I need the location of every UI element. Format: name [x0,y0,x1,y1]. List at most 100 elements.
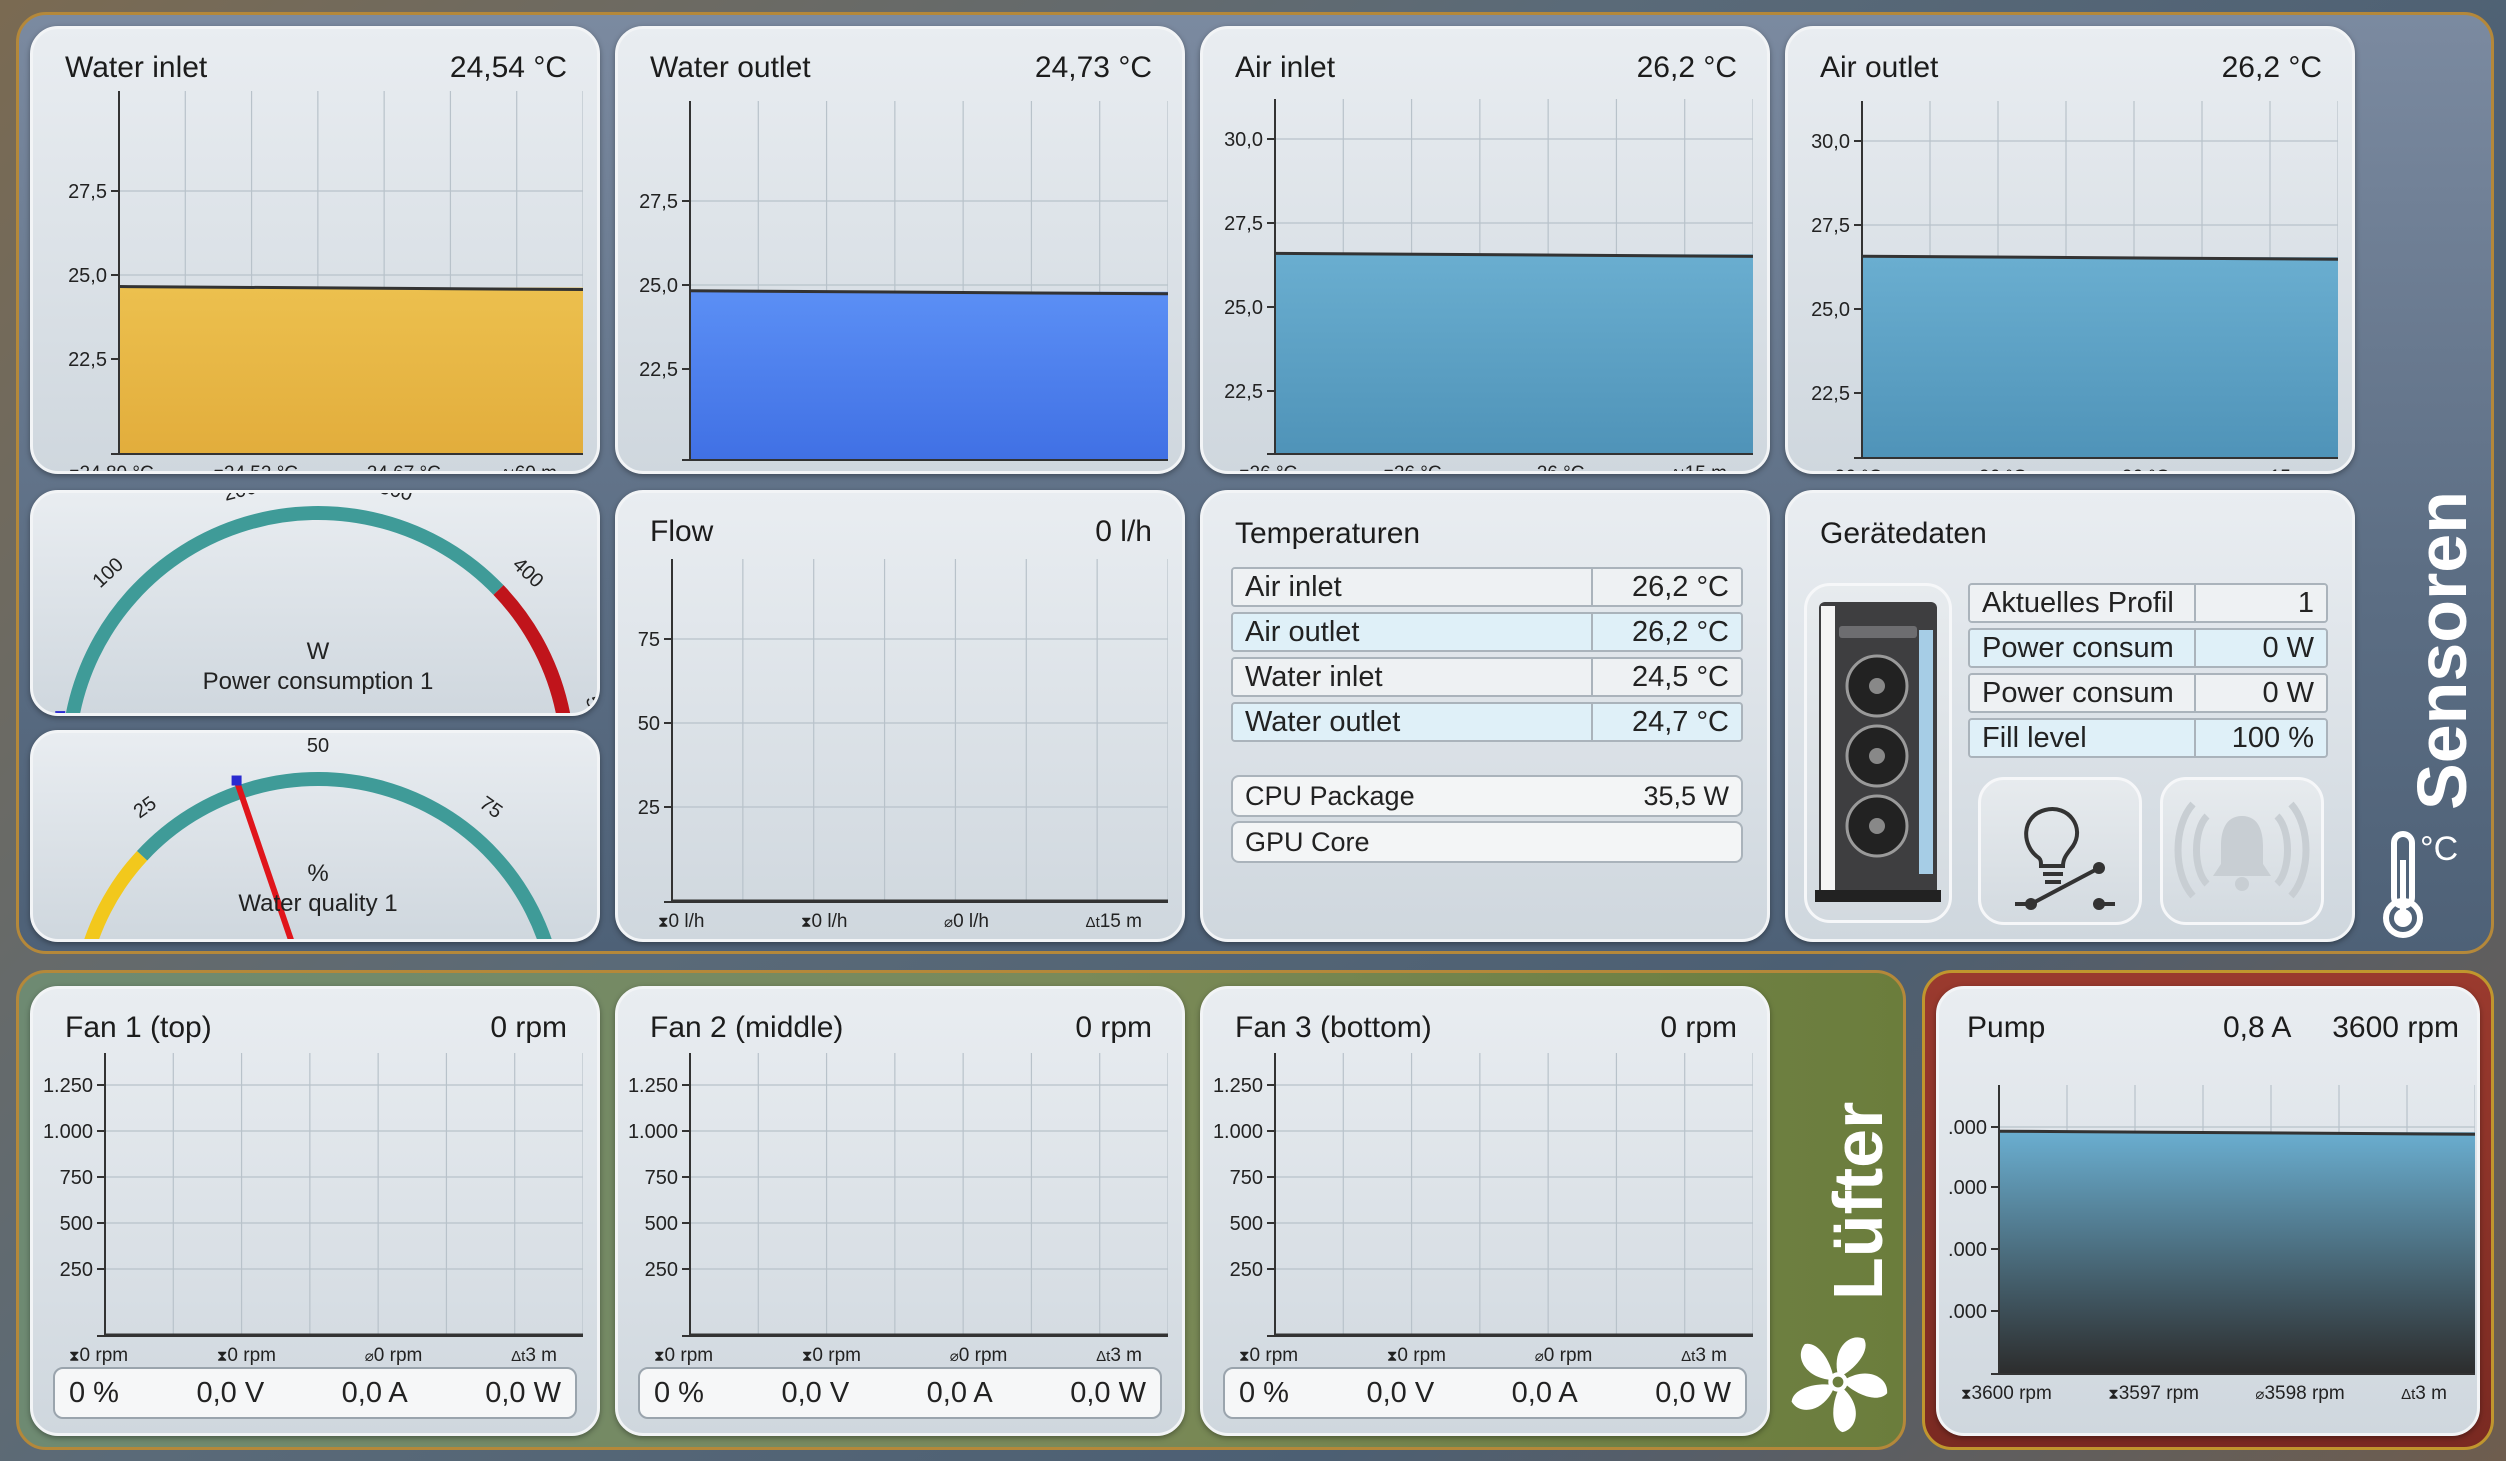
device-row-value: 100 % [2196,720,2326,756]
device-icon [1815,602,1941,902]
y-tick-label: 22,5 [1224,381,1263,403]
fan-icon [1791,1337,1888,1433]
device-row: Power consum 0 W [1968,673,2328,713]
stat-avg: ⌀ 0 rpm [365,1345,423,1367]
air-inlet-panel[interactable]: Air inlet 26,2 °C 30,0 27,5 25,0 22,5 ⧗ 26 °… [1200,26,1770,474]
stat-value: 3 m [525,1345,557,1366]
stat-glyph: Δt [2256,470,2270,471]
stat-value: 0 l/h [668,911,705,932]
panel-title: Air outlet [1820,51,1939,84]
stat-min: ⧗ 24,52 °C [213,463,299,474]
stat-value: 0 l/h [811,911,848,932]
fan-2-panel[interactable]: Fan 2 (middle) 0 rpm 0 % 0,0 V 0,0 A 0,0… [615,986,1185,1436]
gauge-tick-label: 0 [33,704,52,716]
fan-current: 0,0 A [926,1376,993,1409]
stat-glyph: ⧗ [216,1348,228,1365]
water-outlet-panel[interactable]: Water outlet 24,73 °C 27,5 25,0 22,5 ⧗ 25 °… [615,26,1185,474]
chart-area [690,291,1168,461]
light-switch-icon [2015,807,2115,910]
panel-value: 0 rpm [1660,1011,1737,1044]
fan-power: 0,0 W [1655,1376,1731,1409]
panel-value: 26,2 °C [1636,51,1737,84]
y-tick-label: 1.250 [43,1075,93,1097]
stat-value: 24,80 °C [79,463,154,474]
gauge-unit: % [307,860,328,887]
sensor-box-value: 35,5 W [1643,781,1729,811]
pump-panel[interactable]: Pump 0,8 A 3600 rpm 4.000 3.000 2.000 1.000… [1936,986,2480,1436]
stat-range: Δt 3 m [511,1345,557,1367]
fan-3-panel[interactable]: Fan 3 (bottom) 0 rpm 0 % 0,0 V 0,0 A 0,0… [1200,986,1770,1436]
fan-voltage: 0,0 V [196,1376,265,1409]
gauge-arc [493,585,571,713]
stat-value: 15 m [2270,467,2312,471]
y-tick-label: 1.000 [1949,1301,1987,1323]
quality-gauge-panel[interactable]: 0255075100%Water quality 1 [30,730,600,942]
stat-max: ⧗ 26 °C [1824,467,1883,471]
y-tick-label: 750 [645,1167,678,1189]
stat-value: 0 rpm [373,1345,423,1366]
gauge-needle-cap [55,711,66,713]
gauge-needle-cap [231,775,242,786]
series-line [1861,254,2338,261]
power-gauge-panel[interactable]: 0 100 200 300 400 500 W Power consumption 1 [30,490,600,716]
panel-title: Air inlet [1235,51,1336,84]
stat-min: ⧗ 0 rpm [1387,1345,1446,1367]
gauge-tick-label: 500 [581,693,600,716]
device-row: Power consum 0 W [1968,628,2328,668]
fan-1-panel[interactable]: Fan 1 (top) 0 rpm 0 % 0,0 V 0,0 A 0,0 W … [30,986,600,1436]
stat-avg: ⌀ 0 rpm [1535,1345,1593,1367]
alarm-button[interactable] [2160,777,2324,925]
device-panel[interactable]: Gerätedaten [1785,490,2355,942]
temp-row: Water inlet 24,5 °C [1231,657,1743,697]
stat-glyph: ⧗ [654,1348,665,1365]
water-inlet-panel[interactable]: Water inlet 24,54 °C 27,5 25,0 22,5 ⧗ 24,80… [30,26,600,474]
stat-glyph: ⧗ [654,472,665,474]
stat-value: 3598 rpm [2264,1383,2345,1404]
chart-plot: 27,5 25,0 22,5 [43,91,583,455]
stat-glyph: Δt [1671,466,1685,471]
gauge-tick-label: 100 [89,554,128,593]
stat-glyph: ⌀ [949,1348,959,1365]
y-tick-label: 1.250 [1213,1075,1263,1097]
gauge-tick-label: 75 [475,792,506,823]
chart-plot: 30,0 27,5 25,0 22,5 [1798,101,2338,459]
sensors-section-label: Sensoren [2403,491,2481,810]
stat-max: ⧗ 26 °C [1239,463,1297,471]
gauge-arc [65,506,504,713]
air-outlet-panel[interactable]: Air outlet 26,2 °C 30,0 27,5 25,0 22,5 ⧗ 26 … [1785,26,2355,474]
fan-readout-bar: 0 % 0,0 V 0,0 A 0,0 W [1223,1367,1747,1419]
panel-title: Gerätedaten [1820,517,1987,550]
y-tick-label: 30,0 [1811,131,1850,153]
chart-area [1862,257,2338,459]
flow-panel[interactable]: Flow 0 l/h 75 50 25 ⧗ 0 l/h ⧗ 0 l/h ⌀ 0 l/h Δt… [615,490,1185,942]
stat-glyph: ⌀ [364,1348,374,1365]
stat-value: 3 m [2415,1383,2447,1404]
y-tick-label: 25,0 [639,275,678,297]
y-tick-label: 500 [1230,1213,1263,1235]
stat-value: 24,52 °C [223,463,299,474]
y-tick-label: 27,5 [68,181,107,203]
device-image[interactable] [1804,583,1952,923]
gauge-needle [233,779,294,939]
temp-row-label: Water inlet [1233,659,1593,695]
stat-value: 26 °C [1835,467,1883,471]
stat-glyph: ⧗ [213,466,224,471]
stat-glyph: ⧗ [658,914,669,931]
temperatures-panel[interactable]: Temperaturen Air inlet 26,2 °C Air outlet 2… [1200,490,1770,942]
light-switch-button[interactable] [1978,777,2142,925]
gauge-tick-label: 200 [221,493,259,506]
fan-voltage: 0,0 V [781,1376,850,1409]
y-tick-label: 1.000 [628,1121,678,1143]
panel-value: 24,54 °C [449,51,567,84]
stat-max: ⧗ 25 °C [654,469,713,474]
stat-value: 15 m [1100,469,1142,471]
temp-row: Air inlet 26,2 °C [1231,567,1743,607]
chart-stats: ⧗ 0 rpm ⧗ 0 rpm ⌀ 0 rpm Δt 3 m [654,1345,1142,1367]
series-line [1274,251,1753,258]
sensor-box-row: CPU Package 35,5 W [1231,775,1743,817]
stat-value: 3 m [1695,1345,1727,1366]
temp-row-value: 24,5 °C [1593,659,1741,695]
device-row-label: Fill level [1970,720,2196,756]
y-tick-label: 22,5 [1811,383,1850,405]
y-tick-label: 500 [645,1213,678,1235]
